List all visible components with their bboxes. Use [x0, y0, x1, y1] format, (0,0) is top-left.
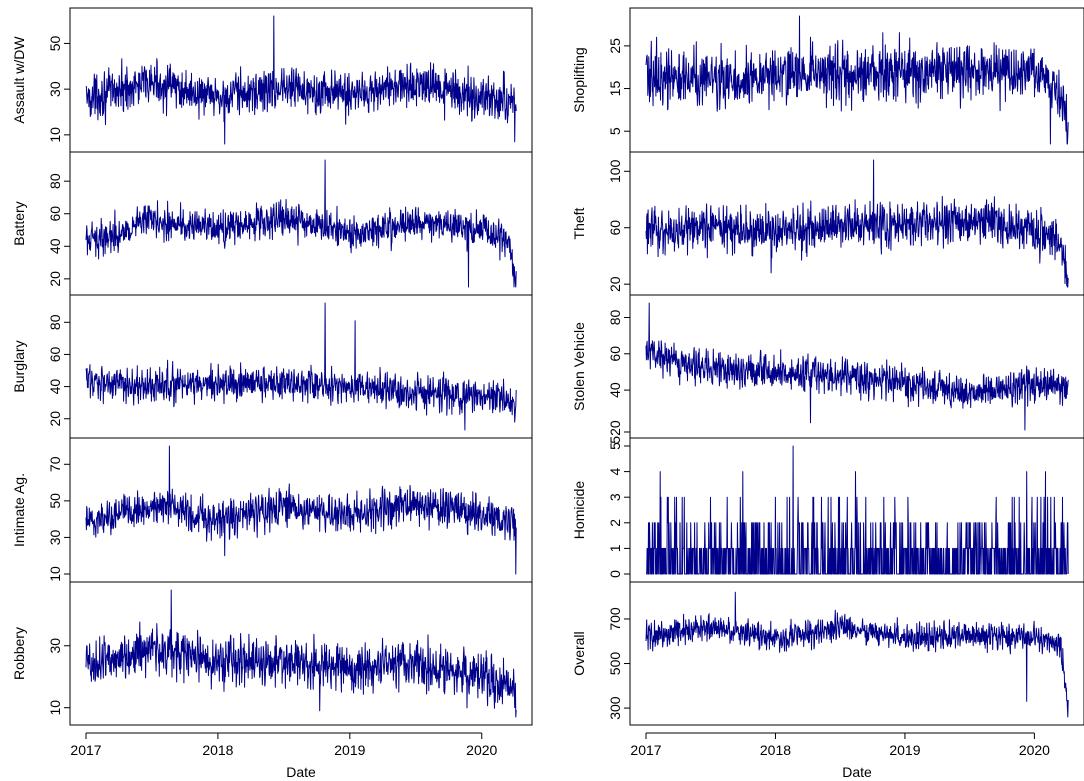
x-tick-label: 2017	[70, 742, 101, 758]
x-axis-right: 2017 2018 2019 2020 Date	[630, 732, 1050, 780]
y-tick-label: 60	[607, 220, 623, 236]
series-line-burglary	[85, 302, 517, 431]
x-axis-left: 2017 2018 2019 2020 Date	[70, 732, 498, 780]
y-axis-label: Assault w/DW	[11, 36, 27, 124]
panel-robbery: 10 30 Robbery	[11, 581, 533, 726]
y-tick-label: 80	[607, 310, 623, 326]
y-axis-label: Burglary	[11, 340, 27, 392]
y-tick-label: 40	[47, 238, 63, 254]
panel-burglary: 20 40 60 80 Burglary	[11, 294, 533, 439]
y-tick-label: 25	[607, 38, 623, 54]
series-line-homicide	[645, 445, 1069, 575]
y-tick-label: 50	[47, 35, 63, 51]
y-axis-label: Intimate Ag.	[11, 473, 27, 547]
y-tick-label: 10	[47, 700, 63, 716]
x-tick-label: 2017	[630, 742, 661, 758]
y-tick-label: 60	[607, 346, 623, 362]
series-line-battery	[85, 159, 517, 288]
x-tick-label: 2020	[466, 742, 497, 758]
y-tick-label: 15	[607, 81, 623, 97]
x-tick-label: 2018	[202, 742, 233, 758]
y-axis-label: Theft	[571, 207, 587, 239]
x-axis-label: Date	[286, 764, 316, 780]
panel-frame	[629, 581, 1084, 726]
x-tick-label: 2020	[1019, 742, 1050, 758]
y-tick-label: 60	[47, 206, 63, 222]
y-tick-label: 70	[47, 456, 63, 472]
y-tick-label: 3	[607, 493, 623, 501]
y-tick-label: 50	[47, 493, 63, 509]
y-tick-label: 80	[47, 314, 63, 330]
series-line-intimate-ag	[85, 445, 517, 575]
y-tick-label: 30	[47, 529, 63, 545]
y-tick-label: 5	[607, 127, 623, 135]
x-tick-label: 2019	[889, 742, 920, 758]
x-axes: 2017 2018 2019 2020 Date 2017 2018 2019 2020 Date	[70, 732, 1050, 780]
x-axis-label: Date	[842, 764, 872, 780]
y-tick-label: 700	[607, 607, 623, 631]
y-tick-label: 30	[47, 81, 63, 97]
y-axis-label: Shoplifting	[571, 47, 587, 112]
y-tick-label: 10	[47, 566, 63, 582]
series-line-robbery	[85, 589, 517, 718]
y-tick-label: 60	[47, 346, 63, 362]
y-tick-label: 1	[607, 544, 623, 552]
panel-overall: 300 500 700 Overall	[571, 581, 1084, 726]
panel-intimate-ag: 10 30 50 70 Intimate Ag.	[11, 437, 533, 583]
series-line-stolen-vehicle	[645, 302, 1069, 431]
y-tick-label: 30	[47, 638, 63, 654]
y-tick-label: 20	[47, 411, 63, 427]
y-tick-label: 10	[47, 127, 63, 143]
series-line-shoplifting	[645, 15, 1069, 145]
series-line-theft	[645, 159, 1069, 288]
y-axis-label: Homicide	[571, 481, 587, 540]
y-axis-label: Battery	[11, 201, 27, 245]
y-tick-label: 0	[607, 570, 623, 578]
x-tick-label: 2019	[334, 742, 365, 758]
y-tick-label: 20	[47, 271, 63, 287]
y-tick-label: 80	[47, 173, 63, 189]
y-tick-label: 40	[47, 379, 63, 395]
y-tick-label: 500	[607, 652, 623, 676]
y-tick-label: 520	[607, 420, 623, 444]
panel-homicide: 0 1 2 3 4 5 Homicide	[571, 437, 1084, 583]
x-tick-label: 2018	[760, 742, 791, 758]
panel-frame	[69, 581, 533, 726]
y-tick-label: 5	[607, 442, 623, 450]
y-tick-label: 100	[607, 159, 623, 183]
y-tick-label: 2	[607, 519, 623, 527]
series-line-assault-w-dw	[85, 15, 517, 145]
y-tick-label: 4	[607, 467, 623, 475]
y-axis-label: Stolen Vehicle	[571, 322, 587, 411]
series-line-overall	[645, 591, 1069, 718]
y-tick-label: 40	[607, 382, 623, 398]
y-axis-label: Overall	[571, 631, 587, 675]
y-tick-label: 300	[607, 696, 623, 720]
y-tick-label: 20	[607, 276, 623, 292]
y-axis-label: Robbery	[11, 627, 27, 680]
